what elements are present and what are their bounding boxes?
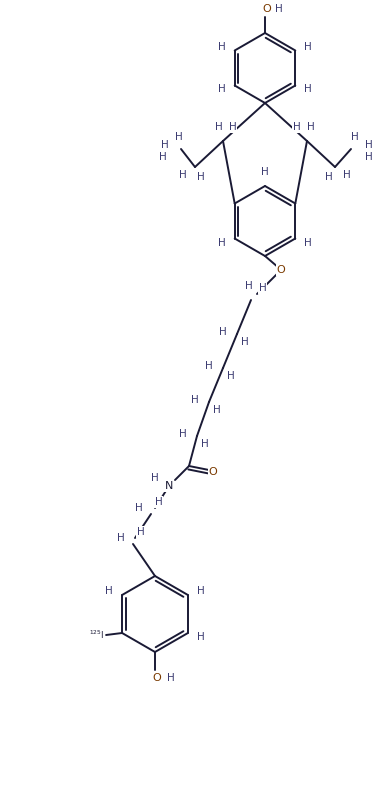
Text: O: O: [277, 265, 285, 275]
Text: H: H: [227, 371, 235, 381]
Text: O: O: [209, 467, 218, 477]
Text: H: H: [179, 429, 187, 439]
Text: H: H: [305, 85, 312, 94]
Text: H: H: [191, 395, 199, 405]
Text: H: H: [305, 238, 312, 247]
Text: H: H: [155, 497, 163, 507]
Text: H: H: [137, 527, 145, 537]
Text: H: H: [261, 167, 269, 177]
Text: H: H: [351, 132, 359, 142]
Text: H: H: [201, 439, 209, 449]
Text: H: H: [245, 281, 253, 291]
Text: H: H: [197, 586, 205, 596]
Text: H: H: [213, 405, 221, 415]
Text: H: H: [159, 152, 167, 162]
Text: H: H: [259, 283, 267, 293]
Text: O: O: [152, 673, 162, 683]
Text: H: H: [167, 673, 175, 683]
Text: O: O: [263, 4, 271, 14]
Text: H: H: [218, 42, 225, 51]
Text: H: H: [105, 586, 113, 596]
Text: H: H: [305, 42, 312, 51]
Text: H: H: [229, 122, 237, 132]
Text: $^{125}$I: $^{125}$I: [89, 629, 104, 642]
Text: H: H: [241, 337, 249, 347]
Text: H: H: [117, 533, 125, 543]
Text: H: H: [293, 122, 301, 132]
Text: N: N: [165, 481, 173, 491]
Text: H: H: [275, 4, 283, 14]
Text: H: H: [307, 122, 315, 132]
Text: H: H: [365, 140, 373, 150]
Text: H: H: [135, 503, 143, 513]
Text: H: H: [218, 238, 225, 247]
Text: H: H: [197, 632, 205, 642]
Text: H: H: [179, 170, 187, 180]
Text: H: H: [175, 132, 183, 142]
Text: H: H: [219, 327, 227, 337]
Text: H: H: [325, 172, 333, 182]
Text: H: H: [343, 170, 351, 180]
Text: H: H: [161, 140, 169, 150]
Text: H: H: [197, 172, 205, 182]
Text: H: H: [365, 152, 373, 162]
Text: H: H: [215, 122, 223, 132]
Text: H: H: [218, 85, 225, 94]
Text: H: H: [205, 361, 213, 371]
Text: H: H: [151, 473, 159, 483]
